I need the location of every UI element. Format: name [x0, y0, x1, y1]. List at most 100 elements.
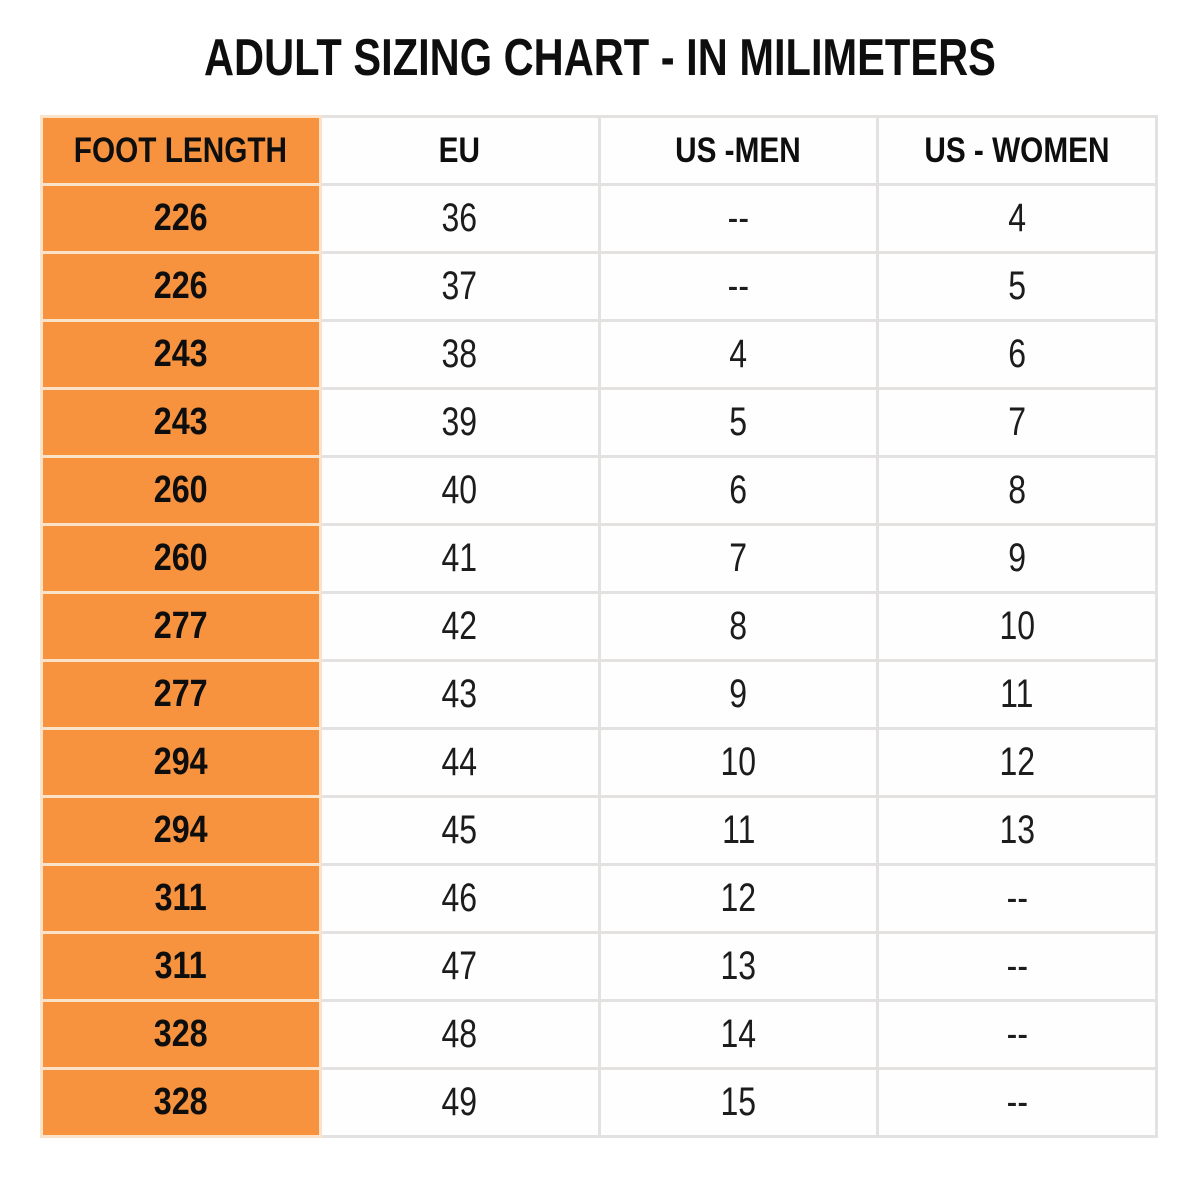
table-row: 226 37 -- 5: [40, 251, 1158, 322]
cell-value: 48: [441, 1012, 478, 1056]
table-row: 243 39 5 7: [40, 387, 1158, 458]
cell-value: 13: [999, 808, 1035, 852]
us-women-size-cell: 11: [876, 659, 1158, 730]
adult-sizing-table: FOOT LENGTH EU US -MEN US - WOMEN 226 36 -…: [40, 115, 1158, 1138]
cell-value: 226: [153, 197, 208, 239]
cell-value: 36: [441, 196, 478, 240]
cell-value: 41: [441, 536, 478, 580]
us-women-size-cell: 13: [876, 795, 1158, 866]
cell-value: 4: [729, 332, 748, 376]
cell-value: 243: [153, 401, 208, 443]
eu-size-cell: 46: [318, 863, 601, 934]
table-row: 277 43 9 11: [40, 659, 1158, 730]
us-women-size-cell: --: [876, 931, 1158, 1002]
us-women-size-cell: 7: [876, 387, 1158, 458]
us-men-size-cell: 5: [597, 387, 880, 458]
page-title-container: ADULT SIZING CHART - IN MILIMETERS: [0, 29, 1200, 87]
us-men-size-cell: 6: [597, 455, 880, 526]
foot-length-cell: 311: [40, 863, 322, 934]
column-header-us-women: US - WOMEN: [876, 115, 1158, 186]
table-row: 260 41 7 9: [40, 523, 1158, 594]
table-row: 311 46 12 --: [40, 863, 1158, 934]
cell-value: 12: [720, 876, 757, 920]
table-body: 226 36 -- 4 226 37 -- 5 243 38 4 6 243 39 5 7 260 40 6 8 260…: [40, 183, 1158, 1138]
cell-value: --: [1006, 876, 1028, 920]
cell-value: 47: [441, 944, 478, 988]
us-women-size-cell: 12: [876, 727, 1158, 798]
cell-value: 11: [1000, 672, 1034, 716]
cell-value: 243: [153, 333, 208, 375]
cell-value: --: [1006, 1080, 1028, 1124]
table-row: 294 44 10 12: [40, 727, 1158, 798]
cell-value: 10: [999, 604, 1035, 648]
cell-value: 260: [153, 469, 208, 511]
eu-size-cell: 49: [318, 1067, 601, 1138]
foot-length-cell: 294: [40, 727, 322, 798]
table-header: FOOT LENGTH EU US -MEN US - WOMEN: [40, 115, 1158, 186]
cell-value: 9: [1008, 536, 1027, 580]
cell-value: 42: [441, 604, 478, 648]
us-men-size-cell: 10: [597, 727, 880, 798]
us-men-size-cell: 8: [597, 591, 880, 662]
eu-size-cell: 43: [318, 659, 601, 730]
us-men-size-cell: 12: [597, 863, 880, 934]
us-men-size-cell: --: [597, 251, 880, 322]
foot-length-cell: 226: [40, 251, 322, 322]
table-row: 294 45 11 13: [40, 795, 1158, 866]
cell-value: 311: [154, 877, 207, 919]
header-row: FOOT LENGTH EU US -MEN US - WOMEN: [40, 115, 1158, 186]
cell-value: 9: [729, 672, 748, 716]
foot-length-cell: 277: [40, 659, 322, 730]
eu-size-cell: 44: [318, 727, 601, 798]
cell-value: 328: [153, 1013, 208, 1055]
table-row: 277 42 8 10: [40, 591, 1158, 662]
cell-value: 39: [441, 400, 478, 444]
eu-size-cell: 37: [318, 251, 601, 322]
cell-value: 46: [441, 876, 478, 920]
table-row: 328 48 14 --: [40, 999, 1158, 1070]
cell-value: --: [727, 264, 750, 308]
cell-value: --: [1006, 944, 1028, 988]
table-row: 226 36 -- 4: [40, 183, 1158, 254]
eu-size-cell: 42: [318, 591, 601, 662]
cell-value: 294: [153, 809, 208, 851]
table-row: 243 38 4 6: [40, 319, 1158, 390]
page-title: ADULT SIZING CHART - IN MILIMETERS: [204, 29, 996, 87]
table-row: 260 40 6 8: [40, 455, 1158, 526]
us-women-size-cell: --: [876, 1067, 1158, 1138]
cell-value: 11: [721, 808, 755, 852]
cell-value: 43: [441, 672, 478, 716]
foot-length-cell: 260: [40, 455, 322, 526]
cell-value: 38: [441, 332, 478, 376]
us-women-size-cell: --: [876, 999, 1158, 1070]
us-women-size-cell: 8: [876, 455, 1158, 526]
cell-value: 8: [729, 604, 748, 648]
foot-length-cell: 328: [40, 999, 322, 1070]
cell-value: 6: [1008, 332, 1027, 376]
eu-size-cell: 38: [318, 319, 601, 390]
table-row: 328 49 15 --: [40, 1067, 1158, 1138]
us-women-size-cell: 4: [876, 183, 1158, 254]
us-men-size-cell: 15: [597, 1067, 880, 1138]
foot-length-cell: 277: [40, 591, 322, 662]
column-header-eu: EU: [318, 115, 601, 186]
us-women-size-cell: --: [876, 863, 1158, 934]
foot-length-cell: 311: [40, 931, 322, 1002]
eu-size-cell: 45: [318, 795, 601, 866]
cell-value: 49: [441, 1080, 478, 1124]
cell-value: 7: [729, 536, 748, 580]
us-men-size-cell: 9: [597, 659, 880, 730]
cell-value: 15: [720, 1080, 757, 1124]
eu-size-cell: 36: [318, 183, 601, 254]
cell-value: 40: [441, 468, 478, 512]
foot-length-cell: 328: [40, 1067, 322, 1138]
eu-size-cell: 40: [318, 455, 601, 526]
cell-value: 5: [729, 400, 748, 444]
eu-size-cell: 39: [318, 387, 601, 458]
foot-length-cell: 294: [40, 795, 322, 866]
column-header-us-men: US -MEN: [597, 115, 880, 186]
foot-length-cell: 243: [40, 319, 322, 390]
cell-value: 260: [153, 537, 208, 579]
eu-size-cell: 41: [318, 523, 601, 594]
